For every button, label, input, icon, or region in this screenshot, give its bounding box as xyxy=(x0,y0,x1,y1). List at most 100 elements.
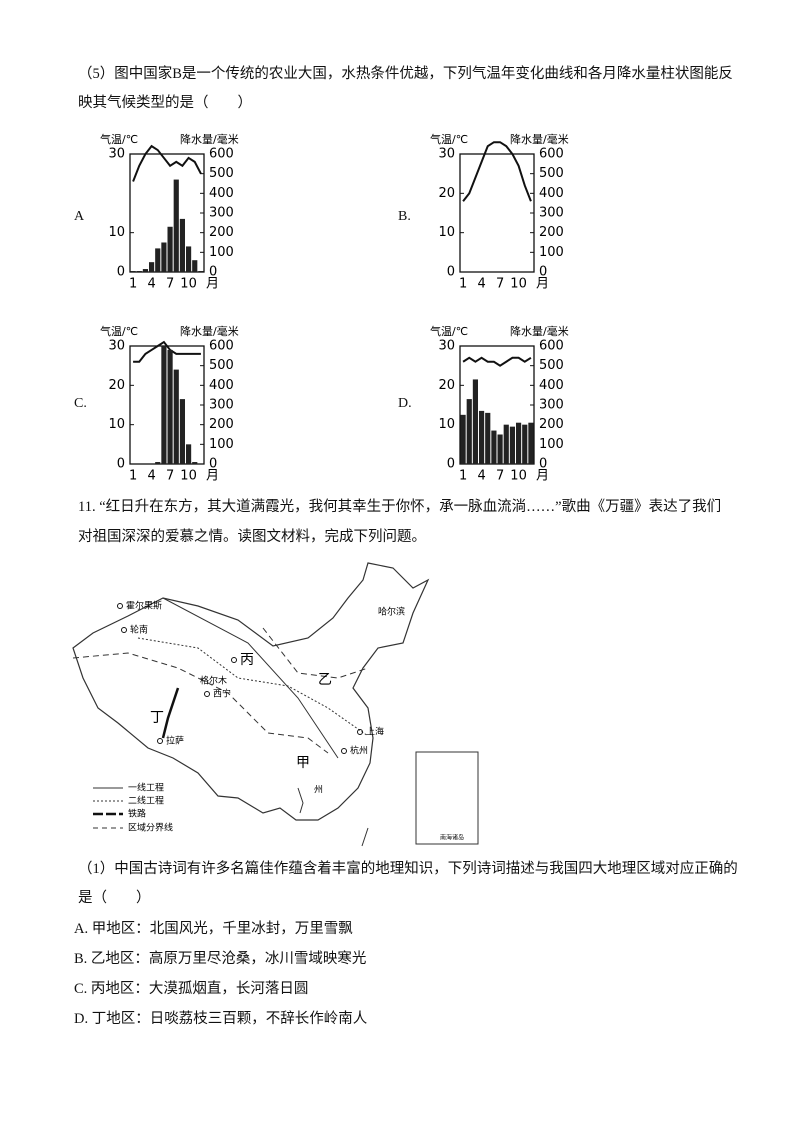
y2-tick-label: 0 xyxy=(539,265,547,280)
precipitation-bar xyxy=(173,369,179,464)
legend-label: 一线工程 xyxy=(128,782,164,794)
legend-label: 铁路 xyxy=(128,808,146,820)
option-letter: A xyxy=(74,209,85,224)
precipitation-bar xyxy=(167,349,173,464)
answer-option[interactable]: B. 乙地区：高原万里尽沧桑，冰川雪域映寒光 xyxy=(74,951,367,967)
x-tick-label: 7 xyxy=(166,469,174,484)
legend-label: 区域分界线 xyxy=(128,822,173,834)
y2-tick-label: 200 xyxy=(209,225,234,240)
precipitation-bar xyxy=(503,424,509,464)
border-line xyxy=(361,827,369,847)
plot-frame xyxy=(459,153,535,273)
y-tick-label: 30 xyxy=(438,147,455,162)
x-tick-label: 7 xyxy=(166,277,174,292)
precipitation-bar xyxy=(460,414,466,464)
y-tick-label: 20 xyxy=(438,378,455,393)
region-border xyxy=(72,652,329,754)
map-label: 丙 xyxy=(240,652,254,668)
precipitation-bar xyxy=(142,269,149,272)
y2-tick-label: 600 xyxy=(209,147,234,162)
y-tick-label: 0 xyxy=(117,457,125,472)
pipeline-2 xyxy=(137,637,369,737)
legend-label: 二线工程 xyxy=(128,795,164,807)
x-tick-label: 7 xyxy=(496,277,504,292)
y2-tick-label: 300 xyxy=(539,398,564,413)
map-label: 轮南 xyxy=(130,624,148,636)
x-tick-label: 4 xyxy=(147,277,155,292)
map-label: 甲 xyxy=(296,755,310,771)
precipitation-bar xyxy=(167,226,173,272)
y2-tick-label: 100 xyxy=(209,245,234,260)
y2-tick-label: 600 xyxy=(539,339,564,354)
x-tick-label: 10 xyxy=(180,469,197,484)
y-tick-label: 30 xyxy=(108,339,125,354)
plot-frame xyxy=(129,345,205,465)
city-marker xyxy=(117,603,123,609)
axis-title: 降水量/毫米 xyxy=(180,324,239,338)
precipitation-bar xyxy=(179,399,186,464)
precipitation-bar xyxy=(478,410,485,464)
y2-tick-label: 500 xyxy=(209,166,234,181)
precipitation-bar xyxy=(185,444,192,464)
question-text: 映其气候类型的是（ ） xyxy=(78,95,252,111)
precipitation-bar xyxy=(472,379,479,464)
map-label: 拉萨 xyxy=(166,735,184,747)
y2-tick-label: 600 xyxy=(209,339,234,354)
x-tick-label: 1 xyxy=(459,277,467,292)
city-marker xyxy=(231,657,237,663)
x-unit: 月 xyxy=(206,469,219,484)
temperature-line xyxy=(462,356,532,367)
y-tick-label: 0 xyxy=(447,265,455,280)
map-label: 霍尔果斯 xyxy=(126,600,162,612)
precipitation-bar xyxy=(179,218,186,272)
precipitation-bar xyxy=(198,271,204,272)
precipitation-bar xyxy=(130,271,136,272)
region-border xyxy=(262,627,369,679)
x-tick-label: 1 xyxy=(459,469,467,484)
y2-tick-label: 400 xyxy=(539,378,564,393)
precipitation-bar xyxy=(485,412,491,464)
option-letter: B. xyxy=(398,209,411,224)
precipitation-bar xyxy=(155,462,161,464)
axis-title: 降水量/毫米 xyxy=(180,132,239,146)
y-tick-label: 10 xyxy=(438,225,455,240)
city-marker xyxy=(121,627,127,633)
answer-option[interactable]: D. 丁地区：日啖荔枝三百颗，不辞长作岭南人 xyxy=(74,1011,368,1027)
china-outline xyxy=(72,562,430,821)
x-tick-label: 10 xyxy=(510,277,527,292)
y2-tick-label: 0 xyxy=(209,265,217,280)
axis-title: 气温/℃ xyxy=(430,324,468,338)
x-unit: 月 xyxy=(536,469,549,484)
y2-tick-label: 500 xyxy=(539,166,564,181)
y2-tick-label: 200 xyxy=(209,417,234,432)
y-tick-label: 10 xyxy=(108,417,125,432)
temperature-line xyxy=(132,144,202,182)
x-tick-label: 1 xyxy=(129,277,137,292)
precipitation-bar xyxy=(522,424,528,464)
question-text: （5）图中国家B是一个传统的农业大国，水热条件优越，下列气温年变化曲线和各月降水… xyxy=(78,66,733,82)
city-marker xyxy=(157,738,163,744)
x-tick-label: 4 xyxy=(477,277,485,292)
map-label: 丁 xyxy=(150,710,164,726)
axis-title: 降水量/毫米 xyxy=(510,324,569,338)
y2-tick-label: 500 xyxy=(209,358,234,373)
precipitation-bar xyxy=(466,399,472,464)
x-tick-label: 1 xyxy=(129,469,137,484)
y2-tick-label: 400 xyxy=(539,186,564,201)
plot-frame xyxy=(129,153,205,273)
inset-frame xyxy=(415,751,479,845)
question-text: （1）中国古诗词有许多名篇佳作蕴含着丰富的地理知识，下列诗词描述与我国四大地理区… xyxy=(78,861,738,877)
y2-tick-label: 100 xyxy=(539,437,564,452)
y-tick-label: 20 xyxy=(108,378,125,393)
answer-option[interactable]: C. 丙地区：大漠孤烟直，长河落日圆 xyxy=(74,981,309,997)
map-label: 上海 xyxy=(366,726,384,738)
answer-option[interactable]: A. 甲地区：北国风光，千里冰封，万里雪飘 xyxy=(74,921,353,937)
precipitation-bar xyxy=(509,426,516,464)
railway xyxy=(161,687,180,739)
precipitation-bar xyxy=(515,422,522,464)
axis-title: 降水量/毫米 xyxy=(510,132,569,146)
inset-label: 南海诸岛 xyxy=(440,834,464,842)
